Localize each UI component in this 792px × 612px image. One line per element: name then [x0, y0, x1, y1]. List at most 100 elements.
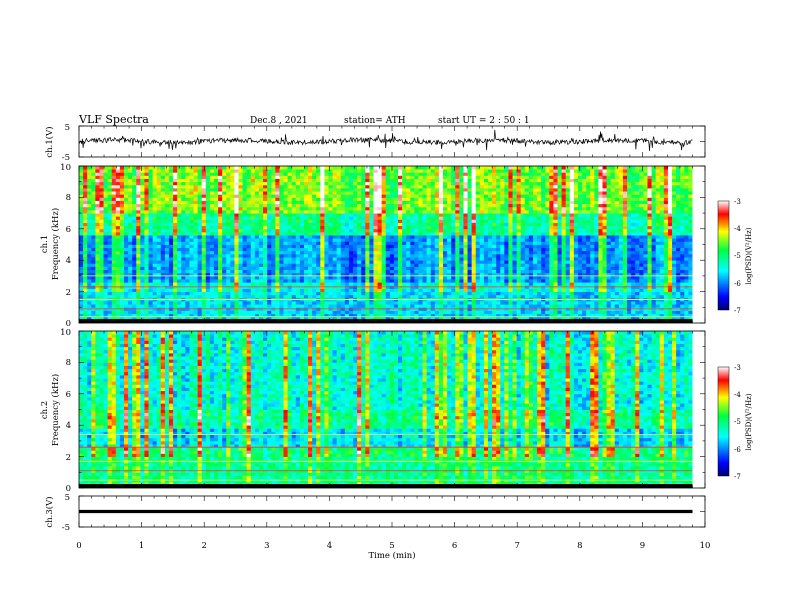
- ch1-spectrogram-cell: [663, 250, 669, 255]
- ch1-spectrogram-cell: [189, 282, 194, 286]
- ch1-spectrogram-cell: [332, 238, 338, 242]
- ch1-spectrogram-cell: [320, 225, 325, 230]
- ch1-spectrogram-cell: [389, 231, 395, 236]
- ch1-spectrogram-cell: [606, 275, 612, 280]
- ch1-spectrogram-cell: [447, 269, 452, 274]
- ch1-spectrogram-cell: [389, 294, 395, 299]
- ch1-spectrogram-cell: [385, 219, 391, 223]
- ch1-spectrogram-cell: [348, 231, 354, 236]
- ch1-spectrogram-cell: [659, 247, 665, 252]
- ch1-spectrogram-cell: [316, 266, 321, 271]
- ch1-spectrogram-cell: [483, 269, 489, 274]
- ch1-spectrogram-cell: [324, 313, 329, 318]
- ch1-spectrogram-cell: [586, 301, 591, 305]
- ch1-spectrogram-cell: [181, 294, 186, 299]
- ch1-spectrogram-cell: [209, 310, 215, 314]
- ch1-spectrogram-cell: [136, 263, 141, 267]
- ch1-spectrogram-cell: [140, 266, 145, 271]
- ch1-spectrogram-cell: [516, 288, 522, 292]
- ch1-spectrogram-cell: [541, 244, 546, 249]
- ch1-spectrogram-cell: [684, 244, 689, 249]
- ch1-spectrogram-cell: [373, 294, 378, 299]
- ch1-spectrogram-cell: [651, 294, 657, 299]
- ch1-spectrogram-cell: [230, 260, 235, 264]
- ch1-spectrogram-cell: [123, 250, 129, 255]
- ch1-spectrogram-cell: [209, 275, 215, 280]
- ch1-spectrogram-cell: [573, 260, 579, 264]
- ch1-spectrogram-cell: [410, 250, 415, 255]
- ch1-spectrogram-cell: [365, 247, 370, 252]
- ch1-spectrogram-cell: [549, 272, 554, 277]
- ch1-spectrogram-cell: [524, 304, 530, 308]
- ch1-spectrogram-cell: [549, 247, 554, 252]
- ch1-spectrogram-cell: [434, 260, 440, 264]
- ch1-spectrogram-cell: [340, 282, 346, 286]
- ch1-spectrogram-cell: [226, 260, 231, 264]
- ch1-spectrogram-cell: [336, 279, 342, 283]
- ch1-spectrogram-cell: [168, 301, 174, 305]
- ch1-spectrogram-cell: [128, 244, 133, 249]
- ch1-spectrogram-cell: [320, 282, 325, 286]
- ch1-spectrogram-cell: [549, 231, 554, 236]
- ch1-spectrogram-cell: [487, 247, 493, 252]
- ch1-spectrogram-cell: [189, 219, 194, 223]
- ch1-spectrogram-cell: [263, 257, 268, 261]
- ch1-spectrogram-cell: [606, 235, 612, 239]
- ch1-spectrogram-cell: [369, 316, 374, 321]
- ch1-spectrogram-cell: [586, 316, 591, 321]
- ch1-spectrogram-cell: [168, 247, 174, 252]
- ch1-spectrogram-cell: [201, 244, 207, 249]
- ch1-spectrogram-cell: [123, 313, 129, 318]
- ch1-spectrogram-cell: [181, 291, 186, 296]
- ch1-spectrogram-cell: [291, 238, 297, 242]
- ch1-spectrogram-cell: [614, 272, 620, 277]
- ch1-spectrogram-cell: [263, 288, 268, 292]
- ch1-spectrogram-cell: [353, 294, 358, 299]
- ch1-spectrogram-cell: [353, 304, 358, 308]
- ch1-spectrogram-cell: [316, 316, 321, 321]
- ch1-spectrogram-cell: [83, 263, 88, 267]
- ch1-spectrogram-cell: [627, 269, 632, 274]
- ch1-spectrogram-cell: [230, 266, 235, 271]
- ch1-spectrogram-cell: [209, 263, 215, 267]
- ch1-spectrogram-cell: [168, 279, 174, 283]
- ch1-spectrogram-cell: [299, 250, 305, 255]
- ch1-spectrogram-cell: [279, 231, 284, 236]
- ch1-spectrogram-cell: [295, 294, 301, 299]
- ch1-spectrogram-cell: [545, 257, 550, 261]
- ch1-spectrogram-cell: [361, 294, 366, 299]
- ch1-spectrogram-cell: [246, 241, 252, 245]
- ch1-spectrogram-cell: [684, 257, 689, 261]
- ch1-spectrogram-cell: [643, 253, 648, 258]
- ch1-spectrogram-cell: [426, 310, 432, 314]
- ch1-spectrogram-cell: [201, 263, 207, 267]
- ch1-spectrogram-cell: [586, 222, 591, 227]
- ch1-spectrogram-cell: [680, 288, 685, 292]
- ch1-spectrogram-cell: [651, 263, 657, 267]
- ch1-spectrogram-cell: [479, 228, 485, 233]
- ch1-spectrogram-cell: [569, 244, 575, 249]
- ch1-spectrogram-cell: [447, 263, 452, 267]
- ch1-spectrogram-cell: [479, 222, 485, 227]
- ch1-spectrogram-cell: [586, 291, 591, 296]
- ch1-spectrogram-cell: [455, 288, 460, 292]
- ch1-spectrogram-cell: [667, 235, 673, 239]
- ch1-spectrogram-cell: [602, 253, 607, 258]
- ch1-spectrogram-cell: [275, 247, 280, 252]
- ch1-spectrogram-cell: [475, 250, 481, 255]
- ch1-spectrogram-cell: [316, 288, 321, 292]
- ch1-spectrogram-cell: [561, 316, 567, 321]
- ch1-spectrogram-cell: [357, 310, 362, 314]
- ch1-spectrogram-cell: [647, 225, 652, 230]
- ch1-spectrogram-cell: [659, 275, 665, 280]
- ch1-spectrogram-cell: [226, 222, 231, 227]
- ch1-spectrogram-cell: [197, 247, 203, 252]
- ch1-spectrogram-cell: [422, 257, 428, 261]
- ch1-spectrogram-cell: [430, 272, 436, 277]
- ch1-spectrogram-cell: [103, 235, 109, 239]
- ch1-spectrogram-cell: [324, 228, 329, 233]
- ch1-spectrogram-cell: [672, 241, 677, 245]
- ch1-spectrogram-cell: [635, 291, 640, 296]
- ch1-spectrogram-cell: [520, 228, 526, 233]
- ch1-spectrogram-cell: [545, 260, 550, 264]
